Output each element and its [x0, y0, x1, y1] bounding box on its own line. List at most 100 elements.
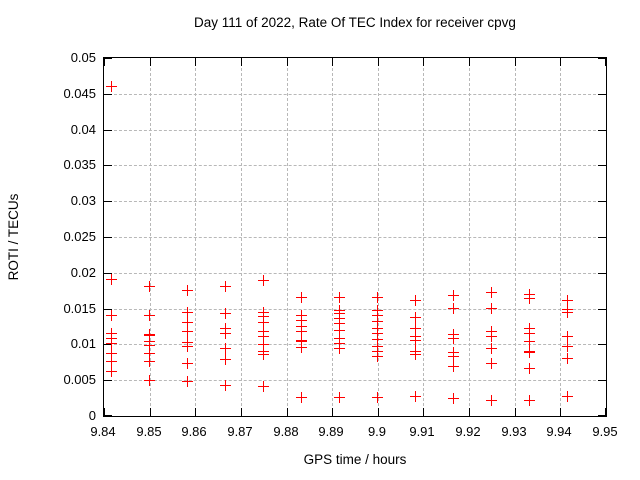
y-tick-mark — [104, 344, 112, 345]
data-point-marker — [257, 349, 269, 361]
x-tick-label: 9.87 — [227, 424, 253, 439]
data-point-marker — [448, 360, 460, 372]
data-point-marker — [219, 354, 231, 366]
data-point-marker — [219, 307, 231, 319]
data-point-marker — [181, 284, 193, 296]
data-point-marker — [523, 362, 535, 374]
data-point-marker — [105, 366, 117, 378]
x-tick-label: 9.84 — [90, 424, 116, 439]
y-gridline — [104, 344, 606, 345]
data-point-marker — [333, 392, 345, 404]
x-tick-mark — [469, 58, 470, 66]
x-tick-mark — [605, 58, 606, 66]
data-point-marker — [485, 358, 497, 370]
data-point-marker — [409, 323, 421, 335]
y-tick-mark — [598, 237, 606, 238]
y-gridline — [104, 237, 606, 238]
data-point-marker — [295, 392, 307, 404]
y-tick-label: 0.01 — [70, 336, 96, 351]
data-point-marker — [485, 286, 497, 298]
x-tick-mark — [150, 58, 151, 66]
x-tick-mark — [150, 408, 151, 416]
y-tick-mark — [598, 130, 606, 131]
x-tick-label: 9.89 — [318, 424, 344, 439]
data-point-marker — [562, 331, 574, 343]
x-tick-mark — [423, 408, 424, 416]
data-point-marker — [371, 328, 383, 340]
x-tick-label: 9.93 — [501, 424, 527, 439]
x-tick-mark — [515, 408, 516, 416]
data-point-marker — [523, 336, 535, 348]
data-point-marker — [105, 80, 117, 92]
x-tick-mark — [605, 408, 606, 416]
data-point-marker — [371, 322, 383, 334]
y-tick-label: 0.04 — [70, 122, 96, 137]
y-gridline — [104, 273, 606, 274]
data-point-marker — [562, 391, 574, 403]
data-point-marker — [448, 392, 460, 404]
x-tick-mark — [515, 58, 516, 66]
data-point-marker — [562, 340, 574, 352]
y-tick-label: 0.03 — [70, 193, 96, 208]
y-gridline — [104, 201, 606, 202]
data-point-marker — [448, 351, 460, 363]
y-tick-mark — [598, 344, 606, 345]
x-tick-label: 9.91 — [409, 424, 435, 439]
y-gridline — [104, 380, 606, 381]
data-point-marker — [409, 390, 421, 402]
data-point-marker — [219, 343, 231, 355]
data-point-marker — [181, 375, 193, 387]
data-point-marker — [143, 329, 155, 341]
x-tick-mark — [469, 408, 470, 416]
data-point-marker — [143, 348, 155, 360]
y-gridline — [104, 309, 606, 310]
data-point-marker — [448, 302, 460, 314]
y-tick-mark — [598, 309, 606, 310]
y-tick-label: 0.005 — [63, 372, 96, 387]
x-axis-label: GPS time / hours — [303, 452, 407, 467]
y-tick-label: 0.045 — [63, 86, 96, 101]
y-tick-mark — [104, 58, 112, 59]
data-point-marker — [257, 339, 269, 351]
x-tick-mark — [195, 58, 196, 66]
x-tick-labels: 9.84 9.85 9.86 9.87 9.88 9.89 9.9 9.91 9.92 9.93 9… — [0, 424, 640, 442]
data-point-marker — [105, 338, 117, 350]
data-point-marker — [485, 394, 497, 406]
data-point-marker — [143, 281, 155, 293]
x-tick-mark — [104, 408, 105, 416]
data-point-marker — [409, 334, 421, 346]
data-point-marker — [371, 316, 383, 328]
data-point-marker — [181, 306, 193, 318]
y-tick-mark — [598, 58, 606, 59]
data-point-marker — [485, 331, 497, 343]
data-point-marker — [143, 309, 155, 321]
y-tick-label: 0.035 — [63, 157, 96, 172]
data-point-marker — [219, 328, 231, 340]
data-point-marker — [105, 309, 117, 321]
data-point-marker — [295, 335, 307, 347]
x-tick-mark — [241, 58, 242, 66]
y-gridline — [104, 130, 606, 131]
data-point-marker — [562, 294, 574, 306]
x-tick-label: 9.85 — [136, 424, 162, 439]
x-tick-mark — [378, 408, 379, 416]
y-tick-label: 0.05 — [70, 50, 96, 65]
y-tick-label: 0.015 — [63, 301, 96, 316]
data-point-marker — [143, 374, 155, 386]
x-tick-label: 9.9 — [367, 424, 387, 439]
data-point-marker — [371, 334, 383, 346]
y-tick-label: 0.02 — [70, 265, 96, 280]
data-point-marker — [448, 332, 460, 344]
x-tick-mark — [287, 58, 288, 66]
data-point-marker — [143, 339, 155, 351]
data-point-marker — [523, 293, 535, 305]
y-tick-mark — [104, 165, 112, 166]
x-tick-mark — [241, 408, 242, 416]
data-point-marker — [371, 310, 383, 322]
data-point-marker — [562, 353, 574, 365]
data-point-marker — [448, 290, 460, 302]
data-point-marker — [523, 328, 535, 340]
x-tick-mark — [332, 408, 333, 416]
data-point-marker — [181, 316, 193, 328]
